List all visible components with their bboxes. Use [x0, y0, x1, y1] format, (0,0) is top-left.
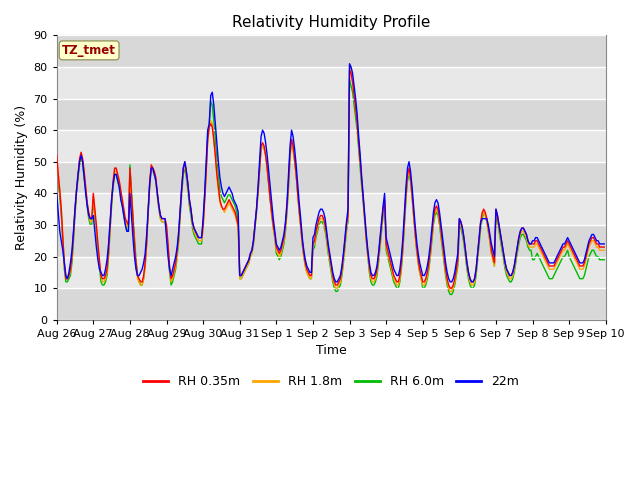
Bar: [57, 256, 605, 288]
Bar: [57, 98, 605, 130]
Bar: [57, 36, 605, 67]
Bar: [57, 130, 605, 162]
Title: Relativity Humidity Profile: Relativity Humidity Profile: [232, 15, 431, 30]
Bar: [57, 193, 605, 225]
Legend: RH 0.35m, RH 1.8m, RH 6.0m, 22m: RH 0.35m, RH 1.8m, RH 6.0m, 22m: [138, 370, 524, 393]
Bar: [57, 67, 605, 98]
X-axis label: Time: Time: [316, 344, 347, 357]
Bar: [57, 288, 605, 320]
Bar: [57, 162, 605, 193]
Bar: [57, 225, 605, 256]
Text: TZ_tmet: TZ_tmet: [62, 44, 116, 57]
Y-axis label: Relativity Humidity (%): Relativity Humidity (%): [15, 105, 28, 250]
